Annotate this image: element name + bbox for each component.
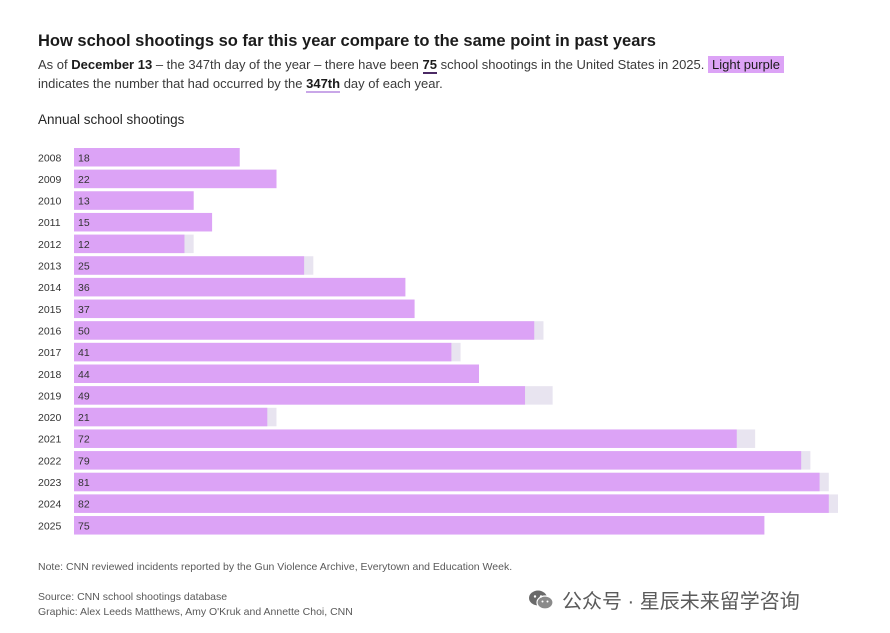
value-label-2021: 72 <box>78 434 90 446</box>
bar-chart: 2008 18 2009 22 2010 13 2011 15 2012 12 2013 25 2014… <box>38 148 838 535</box>
value-label-2023: 81 <box>78 477 90 489</box>
year-label-2020: 2020 <box>38 412 62 424</box>
bar-2011 <box>74 212 213 232</box>
bar-2022 <box>74 451 802 470</box>
year-label-2021: 2021 <box>38 434 62 446</box>
year-label-2025: 2025 <box>38 520 62 532</box>
year-label-2022: 2022 <box>38 455 62 467</box>
bar-2016 <box>74 321 535 340</box>
bar-2025 <box>74 516 765 535</box>
value-label-2025: 75 <box>78 520 90 532</box>
chart-source: Source: CNN school shootings database Gr… <box>38 590 353 619</box>
value-label-2018: 44 <box>78 369 90 381</box>
bar-2010 <box>74 191 194 210</box>
year-label-2016: 2016 <box>38 325 62 337</box>
value-label-2010: 13 <box>78 196 90 208</box>
value-label-2024: 82 <box>78 499 90 511</box>
bar-2018 <box>74 364 480 383</box>
value-label-2015: 37 <box>78 304 90 316</box>
legend-highlight: Light purple <box>708 56 784 73</box>
date-text: December 13 <box>71 57 153 72</box>
watermark: 公众号 · 星辰未来留学咨询 <box>528 585 800 614</box>
graphic-credit: Graphic: Alex Leeds Matthews, Amy O'Kruk… <box>38 605 353 618</box>
year-label-2018: 2018 <box>38 369 62 381</box>
value-label-2017: 41 <box>78 347 90 359</box>
chart-subtitle: Annual school shootings <box>38 112 185 127</box>
year-label-2015: 2015 <box>38 304 62 316</box>
year-label-2010: 2010 <box>38 196 62 208</box>
bar-2009 <box>74 169 277 189</box>
value-label-2008: 18 <box>78 152 90 164</box>
bar-2015 <box>74 299 415 319</box>
watermark-text: 公众号 · 星辰未来留学咨询 <box>562 591 800 613</box>
bar-2020 <box>74 407 268 427</box>
bar-2024 <box>74 494 829 513</box>
year-label-2013: 2013 <box>38 261 62 273</box>
value-label-2012: 12 <box>78 239 90 251</box>
value-label-2013: 25 <box>78 261 90 273</box>
source-line: Source: CNN school shootings database <box>38 591 228 603</box>
count-text: 75 <box>422 57 437 74</box>
bar-2013 <box>74 256 305 275</box>
value-label-2009: 22 <box>78 174 90 186</box>
chart-title: How school shootings so far this year co… <box>38 32 656 50</box>
wechat-icon <box>529 590 554 610</box>
year-label-2014: 2014 <box>38 282 62 294</box>
year-label-2023: 2023 <box>38 477 62 489</box>
year-label-2012: 2012 <box>38 239 62 251</box>
day-text: 347th <box>306 76 341 93</box>
year-label-2017: 2017 <box>38 347 62 359</box>
bar-2012 <box>74 234 185 254</box>
value-label-2014: 36 <box>78 282 90 294</box>
bar-2019 <box>74 386 526 405</box>
year-label-2008: 2008 <box>38 152 62 164</box>
bar-2021 <box>74 429 737 448</box>
bar-2017 <box>74 342 452 362</box>
value-label-2016: 50 <box>78 325 90 337</box>
year-label-2024: 2024 <box>38 499 62 511</box>
value-label-2022: 79 <box>78 455 90 467</box>
value-label-2011: 15 <box>78 217 90 229</box>
year-label-2009: 2009 <box>38 174 62 186</box>
chart-note: Note: CNN reviewed incidents reported by… <box>38 561 513 573</box>
value-label-2020: 21 <box>78 412 90 424</box>
bar-2023 <box>74 472 820 492</box>
bar-2008 <box>74 148 240 167</box>
chart-description: As of December 13 – the 347th day of the… <box>38 55 838 93</box>
bar-2014 <box>74 277 406 297</box>
year-label-2019: 2019 <box>38 390 62 402</box>
value-label-2019: 49 <box>78 390 90 402</box>
year-label-2011: 2011 <box>38 217 61 229</box>
